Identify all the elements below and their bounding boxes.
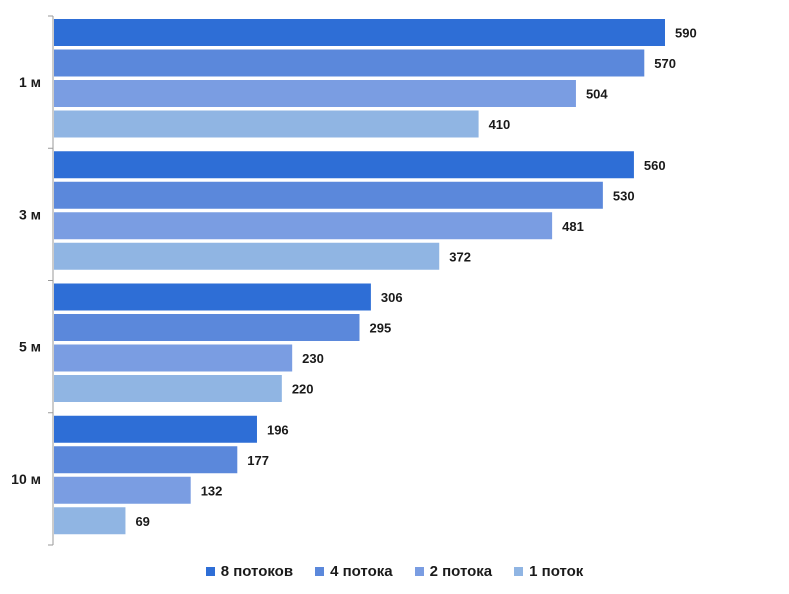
data-label: 177 [247, 453, 269, 468]
data-label: 570 [654, 56, 676, 71]
bar [54, 375, 282, 402]
bar [54, 314, 360, 341]
data-label: 295 [370, 321, 392, 336]
bars [54, 19, 665, 535]
legend-item: 1 поток [514, 563, 583, 580]
legend-item: 8 потоков [205, 563, 294, 580]
legend: 8 потоков 4 потока 2 потока 1 поток [0, 563, 789, 580]
value-labels: 590 570 504 410 560 530 481 372 306 295 230 220 196 1… [135, 26, 696, 529]
data-label: 481 [562, 219, 584, 234]
bar [54, 446, 238, 474]
legend-swatch [315, 567, 325, 576]
data-label: 530 [613, 188, 635, 203]
category-axis [48, 15, 54, 546]
bar [54, 19, 665, 46]
bar [54, 80, 576, 107]
category-label: 3 м [19, 206, 41, 222]
legend-label: 1 поток [529, 563, 584, 580]
data-label: 132 [201, 483, 223, 498]
data-label: 230 [302, 351, 324, 366]
category-label: 5 м [19, 339, 41, 355]
legend-label: 4 потока [330, 563, 393, 580]
legend-item: 2 потока [414, 563, 493, 580]
bar [54, 49, 645, 77]
bar [54, 344, 293, 372]
data-label: 410 [489, 117, 511, 132]
bar [54, 212, 553, 240]
bar [54, 181, 603, 209]
data-label: 590 [675, 26, 697, 41]
bar [54, 110, 479, 138]
data-label: 560 [644, 158, 666, 173]
data-label: 220 [292, 382, 314, 397]
data-label: 504 [586, 87, 608, 102]
data-label: 69 [135, 514, 149, 529]
legend-swatch [514, 567, 524, 576]
bar [54, 283, 371, 311]
bar-chart: 590 570 504 410 560 530 481 372 306 295 230 220 196 1… [11, 15, 697, 546]
data-label: 306 [381, 290, 403, 305]
legend-label: 8 потоков [220, 563, 294, 580]
bar [54, 242, 440, 270]
bar [54, 415, 257, 443]
legend-swatch [414, 567, 424, 576]
legend-label: 2 потока [429, 563, 493, 580]
category-label: 1 м [19, 74, 41, 90]
legend-item: 4 потока [315, 563, 393, 580]
category-label: 10 м [11, 471, 41, 487]
legend-swatch [205, 567, 215, 576]
category-labels: 1 м 3 м 5 м 10 м [11, 74, 41, 487]
bar [54, 476, 191, 504]
bar [54, 507, 126, 535]
data-label: 372 [449, 249, 471, 264]
data-label: 196 [267, 422, 289, 437]
bar [54, 151, 634, 179]
